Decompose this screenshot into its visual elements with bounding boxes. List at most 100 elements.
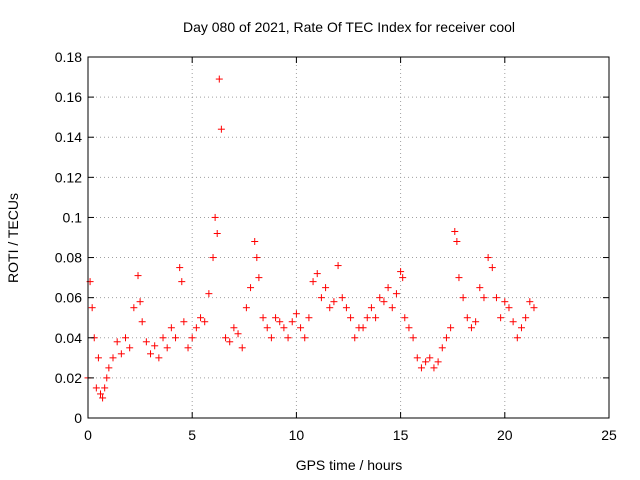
data-point [434,358,442,366]
data-point [184,344,192,352]
data-point [267,334,275,342]
x-tick-label: 5 [188,427,196,443]
data-point [163,344,171,352]
data-point [322,284,330,292]
data-point [147,350,155,358]
data-point [130,304,138,312]
data-point [455,274,463,282]
y-tick-label: 0.14 [55,129,82,145]
data-point [97,390,105,398]
data-point [313,270,321,278]
data-point [222,334,230,342]
data-point [209,254,217,262]
data-point [122,334,130,342]
data-point [497,314,505,322]
data-point [263,324,271,332]
data-point [380,298,388,306]
data-point [480,294,488,302]
tick-labels: 0 0.02 0.04 0.06 0.08 0.1 0.12 0.14 0.16 0.18 0 5 10… [55,49,617,443]
data-point [92,384,100,392]
data-point [309,278,317,286]
data-point [242,304,250,312]
data-point [447,324,455,332]
data-point [342,304,350,312]
data-point [94,354,102,362]
data-point [513,334,521,342]
data-point [334,262,342,270]
data-point [159,334,167,342]
data-point [126,344,134,352]
data-point [376,294,384,302]
data-point [484,254,492,262]
data-point [238,344,246,352]
data-point [134,272,142,280]
data-point [113,338,121,346]
data-point [180,318,188,326]
data-point [197,314,205,322]
data-point [255,274,263,282]
y-tick-label: 0.02 [55,370,82,386]
data-point [272,314,280,322]
data-point [105,364,113,372]
data-point [253,254,261,262]
y-tick-label: 0.06 [55,290,82,306]
data-point [205,290,213,298]
data-point [522,314,530,322]
data-point [234,330,242,338]
data-point [172,334,180,342]
data-point [226,338,234,346]
data-point [388,304,396,312]
data-point [372,314,380,322]
data-point [211,213,219,221]
y-tick-label: 0.16 [55,89,82,105]
data-point [492,294,500,302]
data-point [488,264,496,272]
data-point [151,342,159,350]
data-point [417,364,425,372]
plot-frame [87,56,610,419]
data-point [142,338,150,346]
x-tick-label: 0 [84,427,92,443]
y-tick-label: 0.12 [55,169,82,185]
y-tick-label: 0.08 [55,250,82,266]
data-point [509,318,517,326]
data-point [188,334,196,342]
data-point [413,354,421,362]
data-point [530,304,538,312]
data-point [138,318,146,326]
data-point [103,374,111,382]
data-point [505,304,513,312]
data-point [451,227,459,235]
data-point [405,324,413,332]
x-tick-label: 25 [601,427,617,443]
data-point [213,229,221,237]
data-point [155,354,163,362]
data-point [392,290,400,298]
data-point [280,324,288,332]
data-point [201,318,209,326]
data-point [88,304,96,312]
axis-ticks [87,56,610,419]
data-points [84,75,538,402]
data-point [363,314,371,322]
data-point [501,298,509,306]
data-point [305,314,313,322]
data-point [284,334,292,342]
data-point [178,278,186,286]
data-point [347,314,355,322]
data-point [276,318,284,326]
data-point [176,264,184,272]
data-point [109,354,117,362]
y-tick-label: 0 [74,410,82,426]
x-tick-label: 15 [393,427,409,443]
chart-title: Day 080 of 2021, Rate Of TEC Index for r… [183,19,515,35]
x-tick-label: 20 [497,427,513,443]
data-point [401,314,409,322]
data-point [351,334,359,342]
x-axis-label: GPS time / hours [296,457,403,473]
data-point [251,238,259,246]
data-point [359,324,367,332]
data-point [438,344,446,352]
data-point [409,334,417,342]
data-point [399,274,407,282]
